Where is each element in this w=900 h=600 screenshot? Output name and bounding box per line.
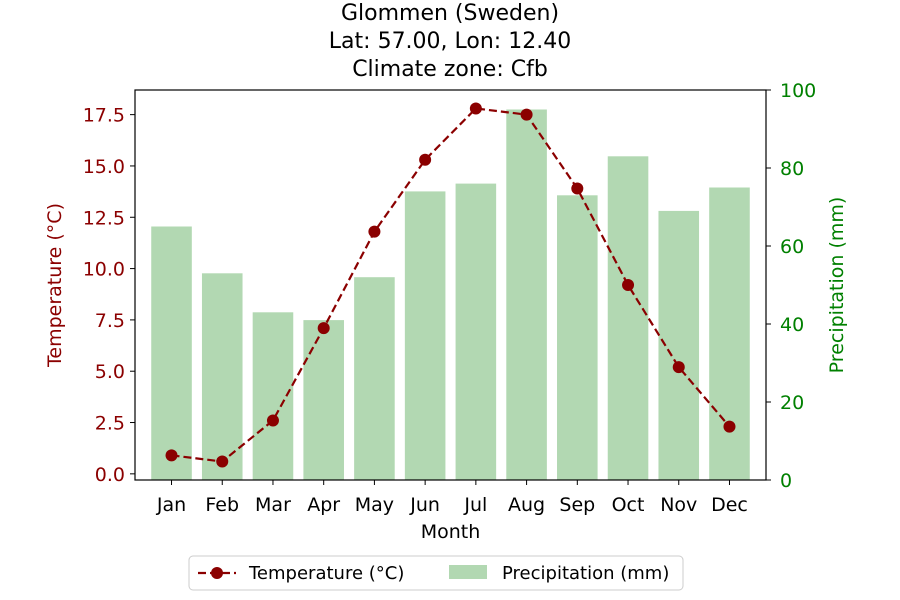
left-tick-label: 7.5 (95, 310, 125, 332)
precip-bar-feb (201, 273, 243, 480)
right-tick-label: 100 (780, 80, 816, 102)
left-tick-label: 12.5 (83, 207, 125, 229)
precip-bar-may (354, 277, 395, 480)
right-tick-label: 80 (780, 158, 804, 180)
x-tick-label: Jul (463, 494, 487, 516)
legend-precipitation-label: Precipitation (mm) (502, 563, 669, 584)
precip-bar-sep (557, 195, 598, 481)
temperature-line (171, 107, 731, 463)
precip-bar-dec (709, 187, 750, 480)
right-axis-label: Precipitation (mm) (826, 197, 848, 374)
right-tick-label: 60 (780, 236, 804, 258)
chart-title-line-3: Climate zone: Cfb (352, 57, 548, 82)
legend-precipitation-swatch (449, 565, 487, 579)
x-tick-label: Aug (508, 494, 545, 516)
x-tick-label: Sep (559, 494, 595, 516)
temperature-point-jan (165, 449, 178, 462)
right-tick-label: 20 (780, 392, 804, 414)
x-tick-label: Feb (205, 494, 239, 516)
x-tick-label: Oct (612, 494, 645, 516)
plot-frame (134, 89, 767, 481)
chart-title-line-1: Glommen (Sweden) (340, 1, 560, 26)
x-tick-label: May (355, 494, 394, 516)
temperature-point-apr (317, 322, 330, 335)
temperature-point-dec (723, 420, 736, 433)
legend-box (188, 555, 684, 591)
chart-title-line-2: Lat: 57.00, Lon: 12.40 (328, 29, 572, 54)
x-axis-label: Month (421, 521, 481, 543)
left-tick-label: 2.5 (95, 413, 125, 435)
x-tick-label: Apr (307, 494, 340, 516)
right-tick-label: 0 (780, 470, 792, 492)
legend-temperature-label: Temperature (°C) (248, 563, 404, 584)
temperature-point-sep (571, 182, 584, 195)
precip-bar-jul (455, 183, 497, 480)
temperature-point-nov (672, 361, 685, 374)
precip-bar-jun (404, 191, 446, 480)
temperature-point-may (368, 225, 381, 238)
temperature-point-oct (622, 279, 635, 291)
x-tick-label: Jun (409, 494, 440, 516)
legend-temperature-marker (211, 567, 223, 579)
precip-bar-oct (607, 156, 649, 481)
left-tick-label: 5.0 (95, 361, 125, 383)
precip-bar-apr (303, 320, 344, 480)
left-tick-label: 17.5 (83, 105, 125, 127)
temperature-point-mar (266, 414, 279, 427)
temperature-point-jul (469, 102, 482, 115)
left-tick-label: 15.0 (83, 156, 125, 178)
x-tick-label: Mar (255, 494, 291, 516)
temperature-point-jun (419, 153, 432, 166)
precip-bar-jan (151, 226, 192, 480)
x-tick-label: Nov (660, 494, 697, 516)
left-tick-label: 0.0 (95, 464, 125, 486)
x-tick-label: Dec (711, 494, 748, 516)
left-tick-label: 10.0 (83, 259, 125, 281)
left-axis-label: Temperature (°C) (44, 203, 66, 368)
temperature-point-feb (216, 455, 229, 468)
x-tick-label: Jan (156, 494, 186, 516)
precip-bar-aug (506, 109, 547, 480)
right-tick-label: 40 (780, 314, 804, 336)
temperature-point-aug (520, 108, 533, 121)
